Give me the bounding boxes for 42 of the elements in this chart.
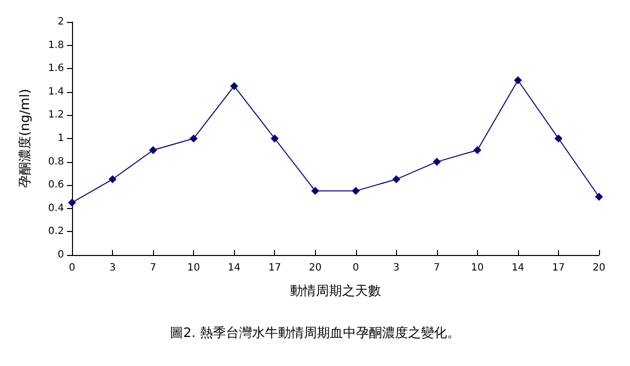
x-tick-label: 3 (109, 262, 116, 274)
y-tick-label: 0.4 (48, 202, 64, 214)
point (554, 134, 562, 142)
point (149, 146, 158, 154)
point (432, 158, 441, 166)
point (352, 186, 360, 195)
point (595, 192, 603, 201)
y-tick-label: 0 (58, 250, 64, 260)
y-tick-label: 1 (58, 133, 64, 144)
text: 圖2. 熱季台灣水牛動情周期血中孕酮濃度之變化。 (170, 325, 460, 341)
x-tick-label: 0 (352, 262, 359, 274)
point (270, 134, 279, 142)
x-tick-label: 10 (471, 262, 484, 274)
point (108, 175, 117, 184)
x-tick-label: 14 (228, 262, 241, 274)
x-tick-label: 17 (268, 262, 282, 274)
x-tick-label: 10 (187, 262, 200, 274)
point (230, 82, 238, 90)
y-tick-label: 1.2 (48, 110, 64, 121)
x-tick-label: 20 (592, 262, 606, 274)
x-tick-label: 17 (552, 262, 565, 274)
y-tick-label: 1.8 (48, 40, 64, 51)
x-tick-label: 3 (393, 262, 400, 274)
x-tick-label: 7 (150, 262, 156, 274)
y-tick-label: 0.2 (48, 226, 64, 238)
x-tick-label: 7 (434, 262, 440, 274)
x-tick-label: 0 (68, 262, 76, 274)
point (514, 76, 522, 84)
y-axis-title: 孕酮濃度(ng/ml) (17, 88, 33, 188)
point (392, 175, 400, 184)
x-tick-label: 20 (308, 262, 322, 274)
y-tick-label: 0.8 (48, 156, 64, 168)
y-tick-label: 2 (58, 16, 64, 28)
x-axis-title: 動情周期之天數 (290, 284, 381, 299)
point (68, 198, 76, 207)
y-tick-label: 0.6 (48, 180, 64, 191)
point (190, 134, 198, 142)
point (311, 186, 320, 195)
point (473, 146, 482, 154)
y-tick-label: 1.4 (48, 86, 64, 98)
x-tick-label: 14 (512, 262, 524, 274)
y-tick-label: 1.6 (48, 63, 64, 74)
